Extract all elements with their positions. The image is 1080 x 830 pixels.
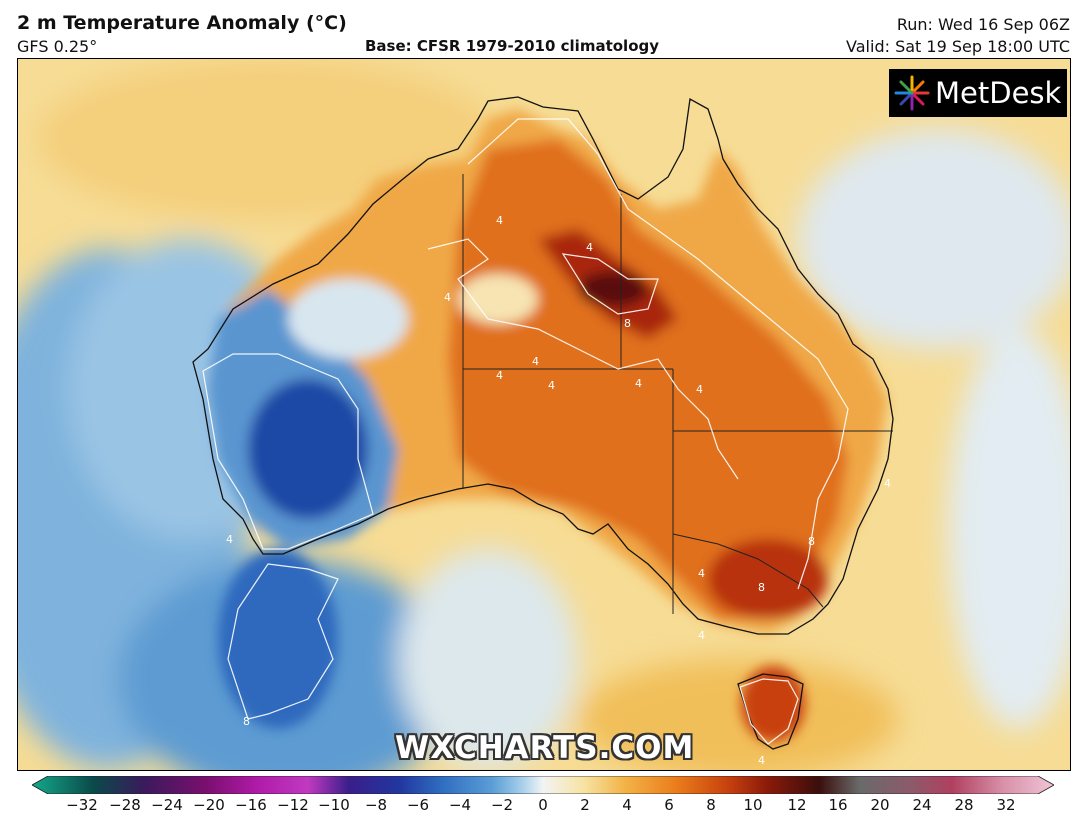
contour-4-southwest	[227, 563, 339, 720]
colorbar-tick: 10	[743, 796, 763, 814]
contour-label-4: 4	[496, 369, 503, 382]
contour-label-4: 4	[758, 754, 765, 767]
contour-4-tasmania	[739, 678, 799, 745]
colorbar-tick: 28	[954, 796, 974, 814]
ocean-cool-east	[948, 329, 1070, 729]
colorbar-tick: 8	[706, 796, 716, 814]
contour-label-4: 8	[243, 715, 250, 728]
colorbar-tick: 24	[912, 796, 932, 814]
west-pale-zone	[288, 279, 408, 359]
central-cool-pocket	[458, 274, 538, 324]
valid-time-label: Valid: Sat 19 Sep 18:00 UTC	[846, 37, 1070, 56]
ocean-cool-northeast	[798, 129, 1070, 349]
colorbar-tick: −10	[318, 796, 350, 814]
metdesk-logo: MetDesk	[889, 69, 1067, 117]
colorbar-tick: 12	[787, 796, 807, 814]
continent-dark-core	[578, 271, 648, 307]
model-label: GFS 0.25°	[17, 37, 98, 56]
colorbar-tick: −12	[277, 796, 309, 814]
colorbar-tick: −16	[235, 796, 267, 814]
contour-label-4: 4	[548, 379, 555, 392]
colorbar-tick: 4	[622, 796, 632, 814]
colorbar-tick: 16	[828, 796, 848, 814]
contour-4-central	[427, 238, 739, 480]
ocean-mild-south	[398, 549, 578, 769]
contour-label-4: 4	[532, 355, 539, 368]
contour-label-4: 4	[884, 477, 891, 490]
contour-label-4: 4	[698, 629, 705, 642]
pinwheel-icon	[894, 75, 930, 111]
colorbar-tick: −4	[448, 796, 472, 814]
contour-label-4: 4	[496, 214, 503, 227]
contour-label-8: 8	[808, 535, 815, 548]
continent-hot-core	[448, 139, 848, 619]
chart-title: 2 m Temperature Anomaly (°C)	[17, 12, 347, 34]
west-coldest-core	[248, 379, 368, 519]
contour-label-4: 4	[586, 241, 593, 254]
contour-label-4: 4	[698, 567, 705, 580]
contour-8-north	[561, 253, 659, 315]
colorbar-tick: −6	[406, 796, 430, 814]
colorbar-tick: −28	[109, 796, 141, 814]
contour-label-8: 8	[758, 581, 765, 594]
colorbar-tick: 2	[580, 796, 590, 814]
contour-4-north	[467, 118, 849, 590]
colorbar-tick: −8	[364, 796, 388, 814]
colorbar-gradient	[32, 776, 1054, 794]
colorbar-ticks: −32 −28 −24 −20 −16 −12 −10 −8 −6 −4 −2 …	[0, 796, 1080, 820]
continent-very-hot-southeast	[708, 539, 828, 619]
southwest-ocean-cold	[218, 549, 338, 729]
map-canvas: 4 4 4 4 4 4 4 4 4 4 4 4 4 8 8 8 8	[18, 59, 1070, 770]
anomaly-map: 4 4 4 4 4 4 4 4 4 4 4 4 4 8 8 8 8	[17, 58, 1071, 771]
colorbar-tick: 20	[870, 796, 890, 814]
run-time-label: Run: Wed 16 Sep 06Z	[896, 15, 1070, 34]
colorbar-tick: 0	[538, 796, 548, 814]
colorbar-tick: 6	[664, 796, 674, 814]
contour-label-4: 4	[635, 377, 642, 390]
colorbar-tick: −24	[151, 796, 183, 814]
contour-label-4: 4	[696, 383, 703, 396]
ocean-warm-southeast	[578, 659, 898, 770]
contour-label-4: 4	[226, 533, 233, 546]
colorbar-tick: −32	[66, 796, 98, 814]
border-nsw-vic	[672, 533, 824, 608]
tasmania-warm	[741, 666, 805, 742]
wxcharts-watermark: WXCHARTS.COM	[395, 730, 695, 766]
australia-coastline	[192, 96, 894, 635]
colorbar-tick: −2	[490, 796, 514, 814]
contour-4-west	[202, 353, 374, 550]
contour-label-8: 8	[624, 317, 631, 330]
climatology-base-label: Base: CFSR 1979-2010 climatology	[365, 37, 660, 55]
logo-text: MetDesk	[935, 76, 1062, 110]
contour-label-4: 4	[444, 291, 451, 304]
colorbar-tick: 32	[996, 796, 1016, 814]
colorbar	[32, 776, 1054, 794]
colorbar-tick: −20	[193, 796, 225, 814]
